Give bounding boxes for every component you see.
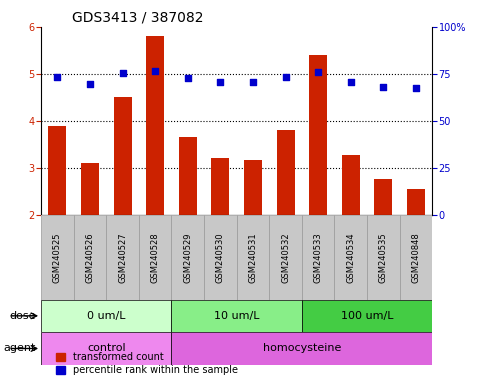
Bar xyxy=(106,215,139,300)
Text: control: control xyxy=(87,343,126,354)
Point xyxy=(380,84,387,90)
Bar xyxy=(334,215,367,300)
Bar xyxy=(41,332,171,365)
Point xyxy=(249,79,257,86)
Text: homocysteine: homocysteine xyxy=(263,343,341,354)
Legend: transformed count, percentile rank within the sample: transformed count, percentile rank withi… xyxy=(56,353,238,375)
Bar xyxy=(237,215,270,300)
Bar xyxy=(212,158,229,215)
Text: GSM240529: GSM240529 xyxy=(183,232,192,283)
Bar xyxy=(270,215,302,300)
Text: GDS3413 / 387082: GDS3413 / 387082 xyxy=(72,10,204,24)
Bar xyxy=(41,215,73,300)
Bar xyxy=(81,163,99,215)
Point xyxy=(54,74,61,80)
Bar xyxy=(179,137,197,215)
Point xyxy=(184,74,192,81)
Text: agent: agent xyxy=(4,343,36,354)
Text: GSM240527: GSM240527 xyxy=(118,232,127,283)
Point xyxy=(151,68,159,74)
Point xyxy=(347,79,355,85)
Text: GSM240532: GSM240532 xyxy=(281,232,290,283)
Text: GSM240535: GSM240535 xyxy=(379,232,388,283)
Bar xyxy=(41,300,171,332)
Point xyxy=(314,68,322,74)
Bar xyxy=(302,215,335,300)
Bar xyxy=(171,300,302,332)
Point xyxy=(216,79,224,86)
Bar xyxy=(146,36,164,215)
Text: GSM240533: GSM240533 xyxy=(313,232,323,283)
Bar xyxy=(73,215,106,300)
Text: GSM240525: GSM240525 xyxy=(53,232,62,283)
Text: 100 um/L: 100 um/L xyxy=(341,311,393,321)
Bar xyxy=(374,179,392,215)
Text: GSM240531: GSM240531 xyxy=(248,232,257,283)
Text: dose: dose xyxy=(10,311,36,321)
Bar xyxy=(204,215,237,300)
Text: GSM240528: GSM240528 xyxy=(151,232,160,283)
Point xyxy=(119,70,127,76)
Bar xyxy=(171,332,432,365)
Bar xyxy=(309,55,327,215)
Bar xyxy=(244,159,262,215)
Bar xyxy=(114,98,131,215)
Text: GSM240534: GSM240534 xyxy=(346,232,355,283)
Text: 10 um/L: 10 um/L xyxy=(214,311,259,321)
Bar xyxy=(171,215,204,300)
Point xyxy=(412,84,420,91)
Bar xyxy=(302,300,432,332)
Point xyxy=(86,81,94,87)
Text: 0 um/L: 0 um/L xyxy=(87,311,126,321)
Bar xyxy=(407,189,425,215)
Bar xyxy=(139,215,171,300)
Point xyxy=(282,74,289,80)
Bar xyxy=(48,126,66,215)
Bar xyxy=(342,155,360,215)
Text: GSM240848: GSM240848 xyxy=(412,232,421,283)
Bar xyxy=(400,215,432,300)
Bar xyxy=(277,131,295,215)
Bar xyxy=(367,215,400,300)
Text: GSM240526: GSM240526 xyxy=(85,232,95,283)
Text: GSM240530: GSM240530 xyxy=(216,232,225,283)
